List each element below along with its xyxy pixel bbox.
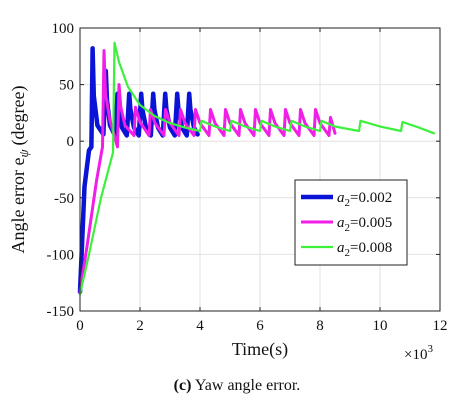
y-tick-label-0: -150 <box>47 304 75 320</box>
series-line-0 <box>77 46 200 295</box>
y-tick-label-1: -100 <box>47 247 75 263</box>
y-label-subscript: ψ <box>16 149 31 158</box>
x-tick-label-4: 8 <box>316 318 324 334</box>
figure-caption: (c) Yaw angle error. <box>0 377 474 395</box>
y-axis-ticks: -150 -100 -50 0 50 100 <box>47 21 440 320</box>
y-tick-label-4: 50 <box>59 78 74 94</box>
x-tick-label-1: 2 <box>136 318 144 334</box>
x-tick-label-0: 0 <box>76 318 84 334</box>
y-tick-label-2: -50 <box>54 191 74 207</box>
y-tick-label-3: 0 <box>67 134 75 150</box>
series-line-2 <box>78 41 436 296</box>
y-label-main: Angle error e <box>8 158 28 254</box>
x-axis-label: Time(s) <box>232 339 288 360</box>
x-multiplier-base: ×10 <box>404 347 427 363</box>
legend: a2=0.002 a2=0.005 a2=0.008 <box>294 179 408 266</box>
plot-frame <box>79 27 441 312</box>
legend-label-1: a2=0.005 <box>337 215 392 234</box>
caption-text: Yaw angle error. <box>191 377 301 394</box>
x-tick-label-2: 4 <box>196 318 204 334</box>
y-axis-label: Angle error eψ (degree) <box>8 86 31 254</box>
y-label-unit: (degree) <box>8 86 29 146</box>
x-tick-label-3: 6 <box>256 318 264 334</box>
series-line-1 <box>78 49 337 294</box>
y-tick-label-5: 100 <box>52 21 75 37</box>
series-lines <box>77 41 436 296</box>
legend-label-2: a2=0.008 <box>337 240 392 259</box>
x-axis-multiplier: ×103 <box>404 343 433 363</box>
x-tick-label-6: 12 <box>433 318 448 334</box>
x-multiplier-exponent: 3 <box>427 343 433 355</box>
legend-label-0: a2=0.002 <box>337 190 392 209</box>
caption-label: (c) <box>173 377 192 394</box>
x-tick-label-5: 10 <box>373 318 388 334</box>
grid-lines <box>79 27 441 312</box>
